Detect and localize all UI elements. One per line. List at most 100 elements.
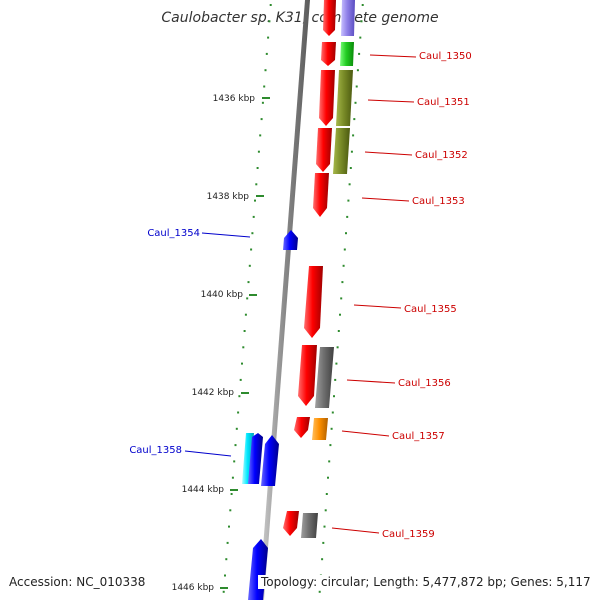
outer-guide-dot: [329, 444, 332, 447]
outer-guide-dot: [359, 36, 362, 39]
label-caul-1351[interactable]: Caul_1351: [417, 97, 470, 108]
gene-top-lavender[interactable]: [341, 0, 355, 36]
gene-caul-1356-red[interactable]: [298, 345, 317, 406]
gene-caul-1351[interactable]: [336, 70, 353, 126]
outer-guide-dot: [330, 427, 333, 430]
inner-guide-dot: [251, 232, 254, 235]
label-caul-1352[interactable]: Caul_1352: [415, 150, 468, 161]
outer-guide-dot: [322, 541, 325, 544]
inner-guide-dot: [254, 199, 256, 202]
genome-summary-text: Topology: circular; Length: 5,477,872 bp…: [258, 575, 594, 589]
outer-guide-dot: [347, 199, 350, 202]
gene-caul-1359-red[interactable]: [283, 511, 299, 536]
inner-guide-dot: [241, 362, 243, 365]
gene-top-red[interactable]: [323, 0, 336, 36]
gene-caul-1359[interactable]: [301, 513, 318, 538]
inner-guide-dot: [264, 69, 267, 72]
label-caul-1356[interactable]: Caul_1356: [398, 378, 451, 389]
inner-guide-dot: [257, 150, 260, 153]
inner-guide-dot: [260, 118, 263, 121]
outer-guide-dots: [318, 4, 364, 593]
gene-caul-1350-red[interactable]: [321, 42, 336, 66]
gene-caul-1358[interactable]: [261, 435, 279, 486]
label-caul-1357[interactable]: Caul_1357: [392, 431, 445, 442]
inner-guide-dot: [255, 183, 258, 186]
outer-guide-dot: [336, 346, 339, 349]
outer-guide-dot: [345, 232, 347, 235]
outer-guide-dot: [343, 248, 346, 251]
outer-guide-dot: [328, 460, 331, 463]
inner-guide-dot: [256, 167, 259, 169]
scale-label-1440: 1440 kbp: [201, 290, 244, 300]
outer-guide-dot: [346, 215, 349, 218]
label-caul-1359[interactable]: Caul_1359: [382, 529, 435, 540]
accession-text: Accession: NC_010338: [9, 575, 146, 589]
inner-guide-dot: [265, 52, 268, 55]
inner-guide-dot: [238, 395, 241, 398]
outer-guide-dot: [324, 509, 327, 512]
gene-caul-1355[interactable]: [304, 266, 323, 338]
outer-guide-dot: [360, 20, 363, 23]
inner-guide-dot: [246, 297, 249, 300]
label-caul-1358[interactable]: Caul_1358: [129, 445, 182, 456]
gene-caul-1357[interactable]: [312, 418, 328, 440]
scale-ticks: 1436 kbp 1438 kbp 1440 kbp 1442 kbp 1444…: [172, 94, 270, 593]
label-caul-1355[interactable]: Caul_1355: [404, 304, 457, 315]
outer-guide-dot: [325, 493, 328, 495]
leader-caul-1357: [341, 430, 390, 437]
outer-guide-dot: [350, 150, 353, 153]
inner-guide-dot: [231, 476, 234, 479]
outer-guide-dot: [339, 313, 341, 316]
inner-guide-dot: [229, 509, 232, 512]
outer-guide-dot: [358, 52, 361, 55]
leader-caul-1356: [346, 379, 396, 384]
outer-guide-dot: [321, 558, 324, 561]
leader-caul-1353: [361, 197, 410, 202]
inner-guide-dot: [230, 493, 233, 495]
inner-guide-dot: [252, 215, 255, 218]
label-caul-1353[interactable]: Caul_1353: [412, 196, 465, 207]
gene-caul-1350[interactable]: [340, 42, 354, 66]
reverse-strand-genes: [242, 230, 298, 600]
outer-guide-dot: [361, 4, 364, 6]
outer-guide-dot: [349, 167, 352, 169]
gene-caul-1351-red[interactable]: [319, 70, 335, 126]
gene-caul-1356[interactable]: [315, 347, 334, 408]
inner-guide-dot: [235, 427, 238, 430]
outer-guide-dot: [334, 378, 337, 381]
outer-guide-dot: [331, 411, 334, 414]
gene-labels: Caul_1350 Caul_1351 Caul_1352 Caul_1353 …: [129, 51, 471, 540]
label-caul-1354[interactable]: Caul_1354: [147, 228, 200, 239]
gene-bottom-blue[interactable]: [248, 539, 268, 600]
gene-caul-1357-red[interactable]: [294, 417, 310, 438]
inner-guide-dot: [242, 346, 245, 349]
inner-guide-dot: [269, 4, 272, 6]
inner-guide-dot: [243, 330, 246, 332]
outer-guide-dot: [333, 395, 335, 398]
scale-label-1444: 1444 kbp: [182, 485, 225, 495]
inner-guide-dot: [237, 411, 240, 414]
outer-guide-dot: [355, 85, 358, 88]
gene-caul-1358-blue-small[interactable]: [248, 433, 263, 484]
leader-caul-1358: [184, 450, 232, 457]
outer-guide-dot: [348, 183, 351, 186]
gene-caul-1352[interactable]: [333, 128, 350, 174]
outer-guide-dot: [337, 330, 340, 332]
gene-caul-1354[interactable]: [283, 230, 298, 250]
gene-caul-1353[interactable]: [313, 173, 329, 217]
label-caul-1350[interactable]: Caul_1350: [419, 51, 472, 62]
outer-guide-dot: [341, 281, 344, 284]
gene-caul-1352-red[interactable]: [316, 128, 332, 172]
inner-guide-dot: [224, 574, 226, 577]
scale-label-1436: 1436 kbp: [213, 94, 256, 104]
outer-guide-dot: [318, 590, 321, 593]
outer-guide-dot: [323, 525, 326, 528]
inner-guide-dot: [268, 20, 271, 23]
genome-backbone: [259, 0, 310, 600]
inner-guide-dot: [234, 444, 237, 447]
inner-guide-dots: [222, 4, 272, 593]
leader-caul-1350: [369, 54, 417, 58]
forward-strand-genes: [283, 0, 355, 538]
outer-guide-dot: [353, 118, 356, 121]
